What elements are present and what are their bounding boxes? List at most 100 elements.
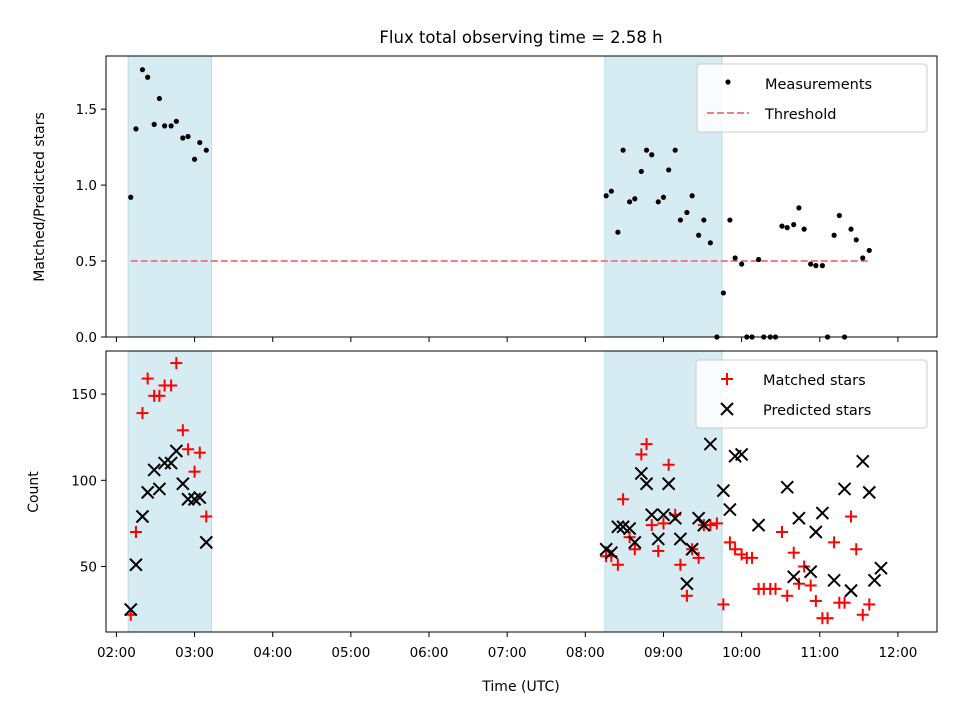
predicted-star-point [809, 525, 823, 539]
predicted-star-point [140, 485, 155, 500]
predicted-star-point [792, 511, 806, 525]
x-stroke [124, 602, 138, 617]
predicted-star-point [668, 511, 682, 525]
legend-label-measurements: Measurements [765, 77, 872, 93]
x-stroke [157, 456, 172, 470]
x-stroke [827, 573, 841, 587]
matched-star-point [845, 510, 858, 523]
x-stroke [691, 511, 706, 525]
measurement-point [784, 225, 790, 231]
x-stroke [716, 483, 731, 498]
count-panel-frame [105, 350, 938, 633]
predicted-star-point [867, 573, 882, 587]
predicted-star-point [135, 509, 150, 524]
y-tick-label: 50 [80, 559, 97, 575]
measurement-point [156, 95, 163, 102]
predicted-star-point [651, 532, 665, 546]
observing-interval [127, 350, 213, 633]
x-stroke [837, 482, 852, 496]
measurement-point [853, 237, 859, 243]
x-stroke [611, 520, 625, 534]
ratio-panel: 0.0 0.5 1.0 1.5 Matched/Predicted stars Mea… [32, 55, 938, 346]
predicted-star-point [837, 482, 852, 496]
measurement-point [162, 123, 168, 129]
predicted-star-point [703, 437, 718, 451]
measurement-point [732, 255, 738, 261]
measurement-point [139, 67, 146, 73]
y-tick-label: 0.0 [76, 330, 97, 346]
predicted-star-point [147, 463, 161, 477]
measurement-point [848, 226, 854, 232]
matched-star-point [662, 458, 675, 471]
x-stroke [181, 492, 195, 506]
x-stroke [152, 482, 167, 496]
x-stroke [628, 535, 642, 550]
predicted-star-point [680, 577, 694, 591]
x-stroke [685, 542, 699, 556]
y-tick-label: 100 [71, 473, 97, 489]
x-stroke [844, 583, 858, 598]
x-stroke [616, 520, 630, 534]
y-ticks: 50 100 150 [71, 387, 106, 575]
measurement-point [836, 212, 842, 219]
predicted-star-point [622, 521, 637, 536]
measurement-point [739, 261, 745, 267]
legend-label-matched: Matched stars [763, 373, 866, 389]
predicted-star-point [157, 456, 172, 470]
x-tick-label: 03:00 [175, 645, 214, 661]
predicted-star-point [691, 511, 706, 525]
matched-star-point [617, 493, 630, 506]
measurement-point [813, 263, 819, 269]
x-stroke [874, 561, 888, 575]
matched-star-point [787, 546, 800, 559]
x-stroke [703, 437, 718, 451]
matched-star-point [611, 558, 624, 571]
measurement-point [791, 222, 797, 228]
measurement-point [755, 256, 762, 263]
matched-star-point [129, 526, 142, 539]
x-stroke [792, 511, 806, 525]
x-tick-label: 05:00 [331, 645, 370, 661]
matched-star-point [838, 596, 851, 609]
predicted-star-point [604, 545, 619, 560]
matched-star-point [850, 543, 863, 556]
y-axis-label: Matched/Predicted stars [32, 112, 48, 282]
x-stroke [634, 466, 649, 481]
measurement-point [615, 229, 621, 235]
x-stroke [815, 506, 830, 520]
matched-star-point [746, 551, 759, 564]
y-tick-label: 150 [71, 387, 97, 403]
matched-star-point [200, 510, 213, 523]
y-ticks: 0.0 0.5 1.0 1.5 [76, 102, 106, 346]
x-tick-label: 04:00 [253, 645, 292, 661]
measurement-points [128, 67, 872, 340]
matched-star-point [645, 519, 658, 532]
matched-star-point [176, 424, 189, 437]
matched-star-point [170, 357, 183, 370]
matched-star-point [710, 517, 723, 530]
x-stroke [787, 570, 801, 584]
y-tick-label: 1.5 [76, 102, 97, 118]
legend-box [696, 63, 928, 133]
matched-star-point [821, 612, 834, 625]
x-stroke [656, 508, 671, 522]
x-stroke [862, 485, 876, 500]
x-stroke [809, 525, 823, 539]
x-tick-label: 06:00 [410, 645, 449, 661]
legend: Measurements Threshold [696, 63, 928, 133]
legend-marker-measurements [725, 79, 731, 85]
predicted-star-point [124, 602, 138, 617]
matched-star-point [674, 558, 687, 571]
legend-label-threshold: Threshold [764, 107, 836, 123]
legend-marker-predicted [720, 402, 734, 416]
matched-star-point [657, 517, 670, 530]
measurement-point [133, 126, 139, 132]
x-stroke [668, 511, 682, 525]
x-stroke [680, 577, 694, 591]
measurement-point [666, 167, 672, 173]
predicted-star-point [176, 477, 190, 491]
predicted-star-point [815, 506, 830, 520]
predicted-star-point [661, 477, 676, 491]
predicted-star-point [656, 508, 671, 522]
matched-star-point [804, 579, 817, 592]
